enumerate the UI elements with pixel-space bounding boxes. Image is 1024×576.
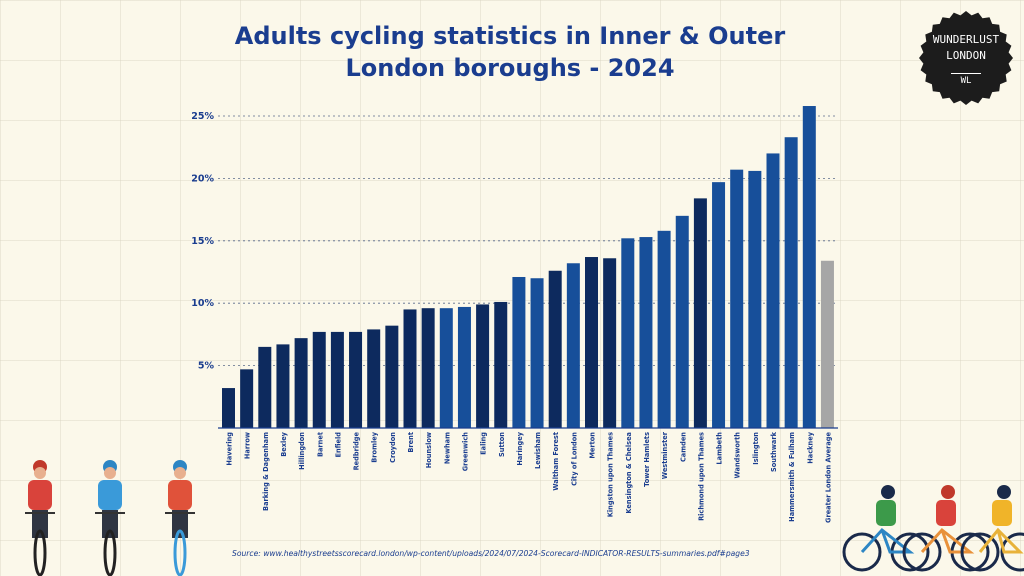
- y-axis-ticks: 5% 10% 15% 20% 25%: [191, 111, 214, 372]
- cyclist-blue-icon: [95, 460, 125, 576]
- x-tick-label: Lewisham: [534, 432, 542, 469]
- x-tick-label: Ealing: [480, 432, 488, 455]
- bar: [276, 344, 290, 428]
- x-tick-label: Barking & Dagenham: [262, 432, 270, 511]
- bar: [566, 263, 580, 428]
- bar: [494, 301, 508, 428]
- bar: [476, 304, 490, 428]
- x-tick-label: Tower Hamlets: [643, 432, 651, 487]
- bars: [222, 106, 834, 429]
- x-tick-label: Westminster: [661, 431, 669, 479]
- x-tick-label: Hillingdon: [298, 432, 306, 470]
- x-tick-label: Brent: [407, 432, 415, 453]
- x-tick-label: Haringey: [516, 431, 524, 465]
- x-tick-label: Sutton: [498, 432, 506, 457]
- x-tick-label: Merton: [589, 432, 597, 459]
- x-tick-label: Bexley: [280, 431, 288, 456]
- bar: [657, 230, 671, 428]
- x-tick-label: Barnet: [316, 432, 324, 457]
- x-tick-label: Greenwich: [461, 432, 469, 472]
- x-tick-label: City of London: [570, 432, 578, 486]
- x-tick-label: Harrow: [244, 432, 252, 459]
- cyclist-orange-icon: [165, 460, 195, 576]
- bar: [330, 331, 344, 428]
- wunderlust-london-badge: WUNDERLUST LONDON WL: [918, 10, 1014, 106]
- cyclists-front-illustration: [25, 460, 195, 576]
- y-tick-label: 5%: [198, 361, 215, 372]
- bar: [312, 331, 326, 428]
- badge-line-2: LONDON: [946, 49, 986, 62]
- x-tick-label: Islington: [752, 432, 760, 465]
- bar: [621, 238, 635, 428]
- bar: [349, 331, 363, 428]
- bar: [222, 388, 235, 428]
- bar: [603, 258, 617, 428]
- x-tick-label: Kingston upon Thames: [607, 432, 615, 517]
- cyclist-red-icon: [25, 460, 55, 576]
- gridlines: [218, 115, 838, 367]
- y-tick-label: 10%: [191, 298, 214, 309]
- x-tick-label: Hackney: [806, 431, 814, 463]
- x-tick-label: Redbridge: [353, 431, 361, 470]
- y-tick-label: 25%: [191, 111, 214, 122]
- x-tick-label: Enfield: [334, 432, 342, 458]
- badge-initials: WL: [960, 76, 972, 86]
- bar: [403, 309, 417, 428]
- bar: [766, 153, 780, 428]
- x-tick-label: Southwark: [770, 431, 778, 472]
- bar: [548, 270, 562, 428]
- x-tick-label: Bromley: [371, 431, 379, 462]
- badge-line-1: WUNDERLUST: [932, 33, 1000, 46]
- x-tick-label: Newham: [443, 432, 451, 464]
- bar: [512, 276, 526, 428]
- bar: [748, 170, 762, 429]
- bar: [802, 106, 816, 429]
- bar: [385, 325, 399, 428]
- x-tick-label: Richmond upon Thames: [697, 432, 705, 521]
- x-tick-label: Croydon: [389, 432, 397, 463]
- badge-seal-icon: [919, 11, 1013, 105]
- x-tick-label: Havering: [226, 432, 234, 466]
- cyclist-red-side-icon: [902, 485, 990, 572]
- source-note: Source: www.healthystreetsscorecard.lond…: [232, 549, 750, 558]
- x-tick-label: Hammersmith & Fulham: [788, 432, 796, 522]
- bar: [585, 257, 598, 428]
- bar: [457, 306, 471, 428]
- bar: [367, 329, 381, 428]
- title-line-2: London boroughs - 2024: [345, 54, 675, 82]
- badge-divider: [951, 73, 981, 74]
- x-tick-label: Wandsworth: [734, 432, 742, 479]
- cyclist-yellow-icon: [960, 485, 1024, 572]
- bar: [439, 308, 453, 428]
- bar: [693, 198, 707, 428]
- bar: [675, 215, 689, 428]
- bar: [258, 346, 272, 428]
- bar: [421, 308, 435, 428]
- bar: [240, 369, 254, 428]
- x-tick-label: Kensington & Chelsea: [625, 432, 633, 514]
- x-tick-label: Waltham Forest: [552, 432, 560, 491]
- bar: [294, 338, 308, 428]
- x-axis-labels: Havering Harrow Barking & Dagenham Bexley Hi…: [226, 431, 833, 523]
- bar: [530, 278, 544, 428]
- bar: [639, 237, 653, 428]
- x-tick-label: Lambeth: [716, 432, 724, 465]
- x-tick-label: Hounslow: [425, 432, 433, 468]
- cyclists-side-illustration: [842, 485, 1024, 572]
- bar: [730, 169, 744, 428]
- y-tick-label: 15%: [191, 236, 214, 247]
- bar: [784, 137, 798, 428]
- y-tick-label: 20%: [191, 173, 214, 184]
- title-line-1: Adults cycling statistics in Inner & Out…: [234, 22, 786, 50]
- bar: [820, 260, 834, 428]
- x-tick-label: Greater London Average: [824, 431, 832, 522]
- x-tick-label: Camden: [679, 432, 687, 462]
- bar: [712, 182, 726, 428]
- chart-title: Adults cycling statistics in Inner & Out…: [190, 20, 830, 84]
- cyclist-green-icon: [842, 485, 930, 572]
